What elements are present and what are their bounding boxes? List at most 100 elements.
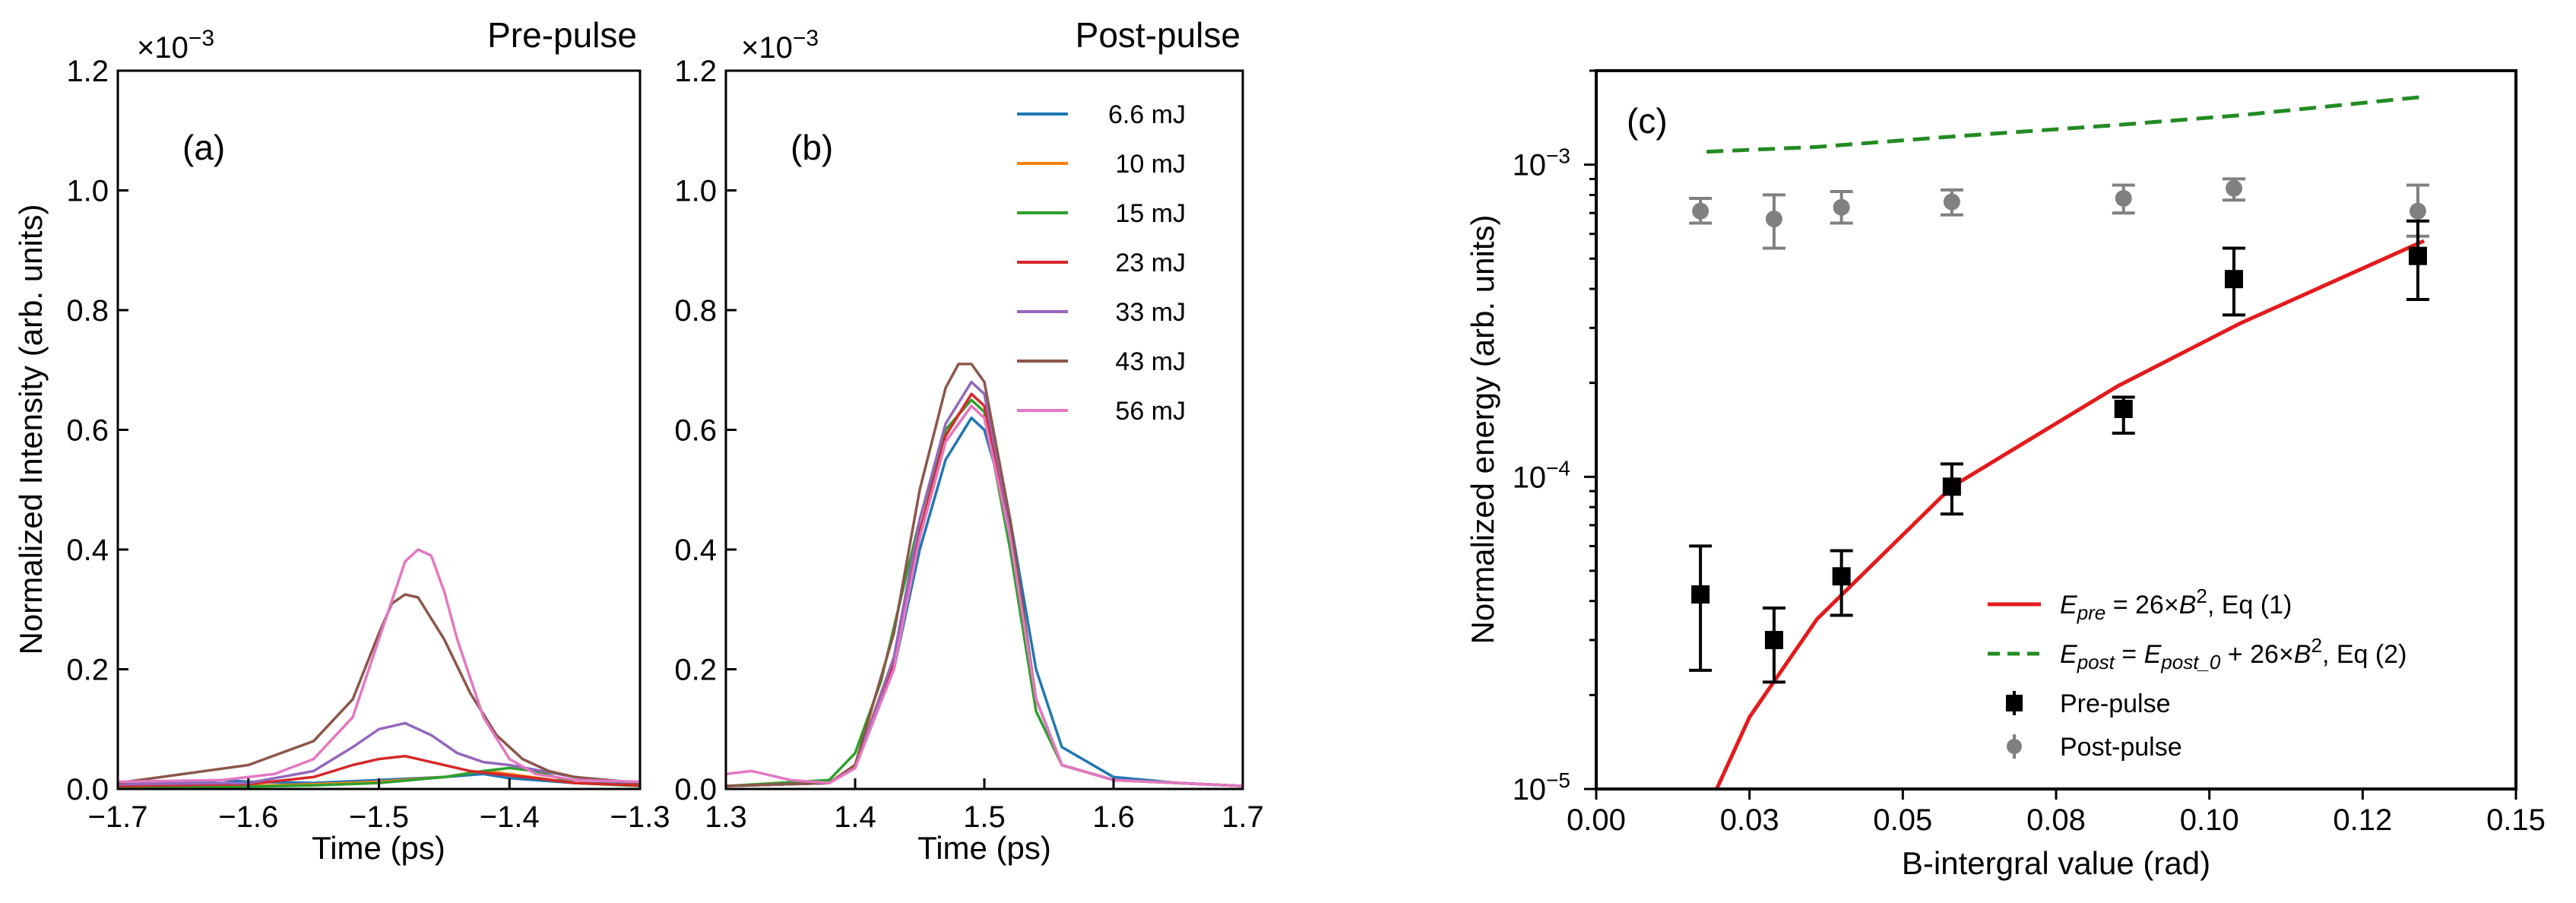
panel-c-series bbox=[1689, 94, 2429, 789]
post-pulse-point bbox=[2225, 179, 2242, 197]
pre-pulse-point bbox=[2224, 270, 2243, 289]
panel-a-y-label: Normalized Intensity (arb. units) bbox=[13, 204, 49, 655]
panel-c-legend: Epre = 26×B2, Eq (1) Epost = Epost_0 + 26… bbox=[1988, 585, 2406, 762]
y-tick-label: 0.2 bbox=[674, 654, 717, 687]
series-line-15-mJ bbox=[725, 398, 1244, 787]
legend-swatch-pre-pulse bbox=[2006, 695, 2023, 711]
post-pulse-point bbox=[2115, 189, 2132, 207]
panel-b-series bbox=[725, 363, 1244, 787]
panel-b-y-ticks: 0.0 0.2 0.4 0.6 0.8 1.0 1.2 bbox=[674, 55, 737, 806]
legend-swatch-post-pulse bbox=[2007, 739, 2022, 754]
post-pulse-point bbox=[1765, 211, 1782, 228]
legend-label: 23 mJ bbox=[1115, 249, 1186, 277]
series-line-33-mJ bbox=[725, 380, 1244, 787]
panel-a-frame bbox=[116, 69, 642, 791]
x-tick-label: 0.12 bbox=[2333, 803, 2392, 837]
pre-pulse-point bbox=[2408, 246, 2427, 265]
x-tick-label: 0.03 bbox=[1720, 803, 1779, 837]
panel-a-tag: (a) bbox=[182, 128, 225, 167]
legend-label-pre-fit: Epre = 26×B2, Eq (1) bbox=[2060, 585, 2292, 624]
y-tick-label: 0.8 bbox=[674, 294, 717, 328]
legend-label: 10 mJ bbox=[1115, 150, 1186, 179]
panel-a-y-ticks: 0.0 0.2 0.4 0.6 0.8 1.0 1.2 bbox=[66, 55, 128, 806]
y-tick-label: 10−4 bbox=[1513, 456, 1570, 494]
panel-a-x-label: Time (ps) bbox=[312, 830, 445, 866]
y-tick-label: 0.6 bbox=[66, 414, 109, 448]
y-tick-label: 0.8 bbox=[66, 294, 109, 328]
x-tick-label: 1.3 bbox=[705, 800, 747, 834]
y-tick-label: 1.2 bbox=[66, 55, 109, 88]
post-pulse-point bbox=[1833, 198, 1850, 216]
legend-label-post-pulse: Post-pulse bbox=[2060, 733, 2182, 762]
legend-label: 15 mJ bbox=[1115, 199, 1186, 228]
y-tick-label: 1.2 bbox=[674, 55, 717, 88]
y-tick-label: 10−3 bbox=[1513, 144, 1570, 182]
y-tick-label: 1.0 bbox=[674, 175, 717, 208]
legend-label-post-fit: Epost = Epost_0 + 26×B2, Eq (2) bbox=[2060, 634, 2406, 673]
series-line-23-mJ bbox=[117, 754, 641, 787]
y-tick-label: 10−5 bbox=[1513, 768, 1570, 806]
y-tick-label: 0.0 bbox=[674, 773, 717, 806]
series-line-43-mJ bbox=[725, 363, 1244, 787]
x-tick-label: 1.6 bbox=[1092, 800, 1135, 834]
x-tick-label: 1.7 bbox=[1221, 800, 1264, 834]
panel-b-y-multiplier: ×10−3 bbox=[741, 26, 819, 65]
series-line-23-mJ bbox=[725, 392, 1244, 787]
series-line-10-mJ bbox=[725, 404, 1244, 787]
y-tick-label: 0.4 bbox=[66, 534, 109, 567]
series-line-56-mJ bbox=[117, 548, 641, 784]
panel-a-title: Pre-pulse bbox=[487, 15, 637, 55]
panel-a-x-ticks: −1.7 −1.6 −1.5 −1.4 −1.3 bbox=[88, 778, 670, 834]
x-tick-label: −1.7 bbox=[88, 800, 148, 834]
panel-c-x-label: B-intergral value (rad) bbox=[1902, 845, 2210, 881]
series-line-33-mJ bbox=[117, 721, 641, 786]
panel-b-title: Post-pulse bbox=[1076, 15, 1240, 55]
legend-label-pre-pulse: Pre-pulse bbox=[2060, 689, 2171, 718]
panel-b-tag: (b) bbox=[791, 128, 833, 167]
legend-label: 33 mJ bbox=[1115, 298, 1186, 327]
x-tick-label: 0.05 bbox=[1873, 803, 1932, 837]
series-line-6-6-mJ bbox=[725, 417, 1244, 787]
panel-c-y-label: Normalized energy (arb. units) bbox=[1465, 215, 1500, 645]
pre-pulse-point bbox=[2114, 399, 2133, 418]
legend-label: 56 mJ bbox=[1115, 397, 1186, 426]
panel-c-x-ticks: 0.00 0.03 0.05 0.08 0.10 0.12 0.15 bbox=[1567, 789, 2546, 837]
x-tick-label: −1.6 bbox=[218, 800, 278, 834]
panel-b-post-pulse: 1.3 1.4 1.5 1.6 1.7 0.0 0.2 0.4 0.6 0.8 1.0 1.2 Ti… bbox=[674, 15, 1263, 866]
post-pulse-point bbox=[2409, 202, 2426, 220]
pre-pulse-point bbox=[1832, 567, 1851, 586]
x-tick-label: 0.15 bbox=[2486, 803, 2546, 837]
panel-a-y-multiplier: ×10−3 bbox=[137, 26, 214, 65]
panel-c-tag: (c) bbox=[1627, 101, 1668, 141]
x-tick-label: −1.5 bbox=[349, 800, 409, 834]
y-tick-label: 0.2 bbox=[66, 654, 109, 687]
panel-a-pre-pulse: −1.7 −1.6 −1.5 −1.4 −1.3 0.0 0.2 0.4 0.6 0.8 1.0 1… bbox=[13, 15, 670, 866]
pre-pulse-point bbox=[1942, 477, 1961, 496]
fit-pre-line bbox=[1714, 239, 2425, 789]
panel-c-energy: 0.00 0.03 0.05 0.08 0.10 0.12 0.15 10−5 10−4 10−… bbox=[1465, 69, 2546, 881]
x-tick-label: 0.08 bbox=[2026, 803, 2086, 837]
x-tick-label: −1.4 bbox=[480, 800, 540, 834]
post-pulse-point bbox=[1692, 202, 1709, 220]
x-tick-label: 1.4 bbox=[834, 800, 876, 834]
post-pulse-point bbox=[1943, 193, 1960, 211]
series-line-43-mJ bbox=[117, 593, 641, 784]
legend-label: 6.6 mJ bbox=[1108, 100, 1186, 129]
x-tick-label: 0.00 bbox=[1567, 803, 1626, 837]
panel-b-legend: 6.6 mJ 10 mJ 15 mJ 23 mJ 33 mJ 43 mJ 56 mJ bbox=[1017, 100, 1186, 426]
y-tick-label: 1.0 bbox=[66, 175, 109, 208]
y-tick-label: 0.6 bbox=[674, 414, 717, 448]
panel-c-frame bbox=[1595, 69, 2517, 791]
panel-b-x-label: Time (ps) bbox=[917, 830, 1051, 866]
panel-b-x-ticks: 1.3 1.4 1.5 1.6 1.7 bbox=[705, 778, 1264, 834]
pre-pulse-point bbox=[1764, 631, 1783, 650]
x-tick-label: −1.3 bbox=[610, 800, 670, 834]
series-line-56-mJ bbox=[725, 404, 1244, 787]
legend-label: 43 mJ bbox=[1115, 347, 1186, 376]
y-tick-label: 0.0 bbox=[66, 773, 109, 806]
x-tick-label: 1.5 bbox=[963, 800, 1006, 834]
panel-a-series bbox=[117, 548, 641, 788]
x-tick-label: 0.10 bbox=[2180, 803, 2239, 837]
fit-post-line bbox=[1706, 94, 2425, 154]
